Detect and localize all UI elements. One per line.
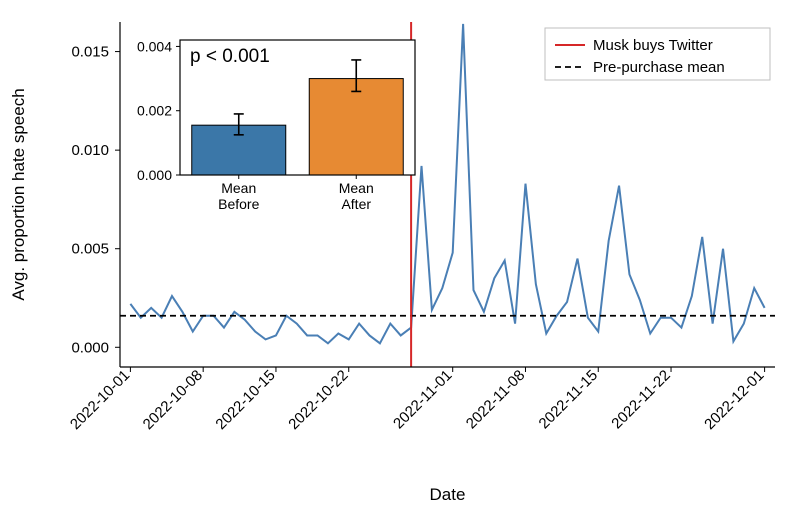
y-tick-label: 0.000: [71, 339, 109, 356]
y-tick-label: 0.015: [71, 44, 109, 61]
legend-label: Pre-purchase mean: [593, 59, 725, 76]
x-tick-label: 2022-10-22: [285, 367, 351, 433]
inset-annotation: p < 0.001: [190, 46, 270, 67]
inset-y-tick-label: 0.004: [137, 38, 172, 54]
chart-container: 0.000 0.005 0.010 0.015 2022-10-012022-10-08…: [0, 0, 800, 530]
y-tick-label: 0.010: [71, 142, 109, 159]
inset-x-tick-label: Mean: [339, 180, 374, 196]
x-tick-label: 2022-11-22: [608, 367, 673, 432]
inset-y-tick-label: 0.002: [137, 103, 172, 119]
inset-bar: [309, 79, 403, 175]
x-tick-label: 2022-11-08: [463, 367, 528, 432]
inset-x-tick-label: After: [341, 196, 371, 212]
inset-y-tick-label: 0.000: [137, 167, 172, 183]
y-axis-label: Avg. proportion hate speech: [9, 88, 28, 300]
x-tick-label: 2022-11-01: [390, 367, 455, 432]
x-axis-label: Date: [430, 485, 466, 504]
legend-label: Musk buys Twitter: [593, 37, 713, 54]
x-tick-label: 2022-11-15: [536, 367, 601, 432]
main-chart-svg: 0.000 0.005 0.010 0.015 2022-10-012022-10-08…: [0, 0, 800, 530]
x-tick-label: 2022-10-08: [140, 367, 206, 433]
x-tick-label: 2022-10-01: [67, 367, 133, 433]
x-tick-label: 2022-12-01: [701, 367, 767, 433]
x-tick-label: 2022-10-15: [213, 367, 279, 433]
y-tick-label: 0.005: [71, 241, 109, 258]
inset-x-tick-label: Before: [218, 196, 259, 212]
inset-x-tick-label: Mean: [221, 180, 256, 196]
